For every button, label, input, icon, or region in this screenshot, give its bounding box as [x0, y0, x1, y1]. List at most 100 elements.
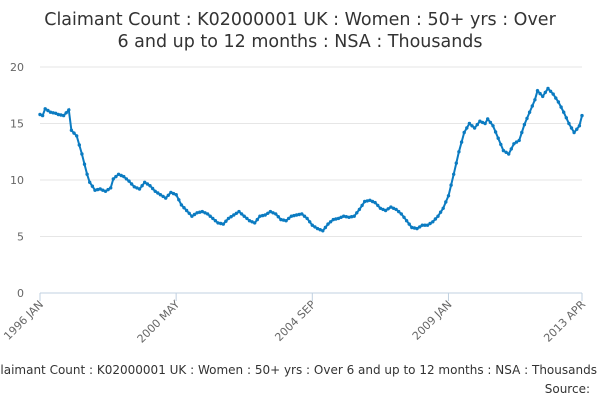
- data-point[interactable]: [507, 152, 511, 156]
- data-point[interactable]: [520, 130, 524, 135]
- data-point[interactable]: [478, 119, 482, 123]
- data-point[interactable]: [224, 219, 228, 223]
- data-point[interactable]: [297, 212, 301, 217]
- data-point[interactable]: [475, 122, 479, 127]
- data-point[interactable]: [465, 126, 469, 130]
- data-point[interactable]: [420, 223, 424, 227]
- data-point[interactable]: [580, 113, 584, 118]
- data-point[interactable]: [370, 199, 375, 204]
- data-point[interactable]: [488, 120, 493, 125]
- data-point[interactable]: [402, 215, 406, 219]
- data-point[interactable]: [192, 212, 197, 217]
- data-point[interactable]: [219, 221, 223, 226]
- data-point[interactable]: [436, 214, 440, 218]
- data-point[interactable]: [347, 215, 351, 219]
- data-point[interactable]: [294, 213, 299, 217]
- data-point[interactable]: [166, 193, 170, 197]
- data-point[interactable]: [428, 221, 432, 226]
- data-point[interactable]: [562, 110, 566, 114]
- data-point[interactable]: [376, 203, 380, 208]
- data-point[interactable]: [323, 225, 328, 230]
- data-point[interactable]: [171, 191, 176, 196]
- data-point[interactable]: [410, 225, 414, 230]
- data-point[interactable]: [363, 199, 367, 204]
- data-point[interactable]: [198, 210, 202, 214]
- data-point[interactable]: [229, 215, 233, 219]
- data-point[interactable]: [67, 108, 71, 112]
- data-point[interactable]: [184, 208, 189, 213]
- data-point[interactable]: [203, 211, 207, 215]
- data-point[interactable]: [331, 217, 335, 222]
- data-point[interactable]: [452, 172, 456, 176]
- data-point[interactable]: [444, 200, 448, 204]
- data-point[interactable]: [263, 213, 267, 217]
- data-point[interactable]: [98, 187, 102, 191]
- data-point[interactable]: [310, 223, 314, 227]
- data-point[interactable]: [344, 215, 348, 219]
- data-point[interactable]: [321, 229, 325, 233]
- data-point[interactable]: [493, 130, 498, 134]
- data-point[interactable]: [404, 219, 409, 223]
- data-point[interactable]: [69, 128, 74, 132]
- data-point[interactable]: [132, 185, 136, 189]
- data-point[interactable]: [46, 108, 50, 113]
- data-point[interactable]: [232, 213, 236, 217]
- data-point[interactable]: [284, 219, 288, 223]
- data-point[interactable]: [169, 190, 173, 195]
- data-point[interactable]: [161, 194, 165, 199]
- data-point[interactable]: [454, 161, 458, 165]
- data-point[interactable]: [258, 214, 262, 218]
- data-point[interactable]: [221, 222, 225, 226]
- data-point[interactable]: [95, 187, 100, 192]
- data-point[interactable]: [517, 138, 521, 143]
- data-point[interactable]: [575, 127, 579, 131]
- data-point[interactable]: [386, 207, 390, 211]
- data-point[interactable]: [313, 225, 317, 229]
- data-point[interactable]: [177, 198, 181, 202]
- data-point[interactable]: [200, 209, 204, 214]
- data-point[interactable]: [349, 215, 354, 219]
- data-point[interactable]: [213, 219, 218, 223]
- data-point[interactable]: [289, 214, 294, 218]
- data-point[interactable]: [431, 220, 435, 224]
- data-point[interactable]: [383, 208, 388, 213]
- data-point[interactable]: [533, 98, 537, 102]
- data-point[interactable]: [205, 212, 210, 216]
- data-point[interactable]: [365, 199, 369, 203]
- data-point[interactable]: [164, 196, 168, 200]
- data-point[interactable]: [572, 130, 576, 135]
- data-point[interactable]: [48, 110, 53, 114]
- data-point[interactable]: [195, 211, 199, 215]
- data-point[interactable]: [415, 226, 419, 231]
- data-point[interactable]: [90, 184, 95, 188]
- data-point[interactable]: [378, 206, 383, 210]
- data-point[interactable]: [548, 89, 553, 94]
- data-point[interactable]: [397, 209, 401, 214]
- data-point[interactable]: [179, 203, 184, 207]
- data-point[interactable]: [449, 183, 453, 187]
- data-point[interactable]: [491, 124, 495, 128]
- data-point[interactable]: [216, 221, 220, 225]
- data-point[interactable]: [292, 213, 296, 218]
- data-point[interactable]: [56, 112, 60, 117]
- data-point[interactable]: [239, 212, 244, 216]
- data-point[interactable]: [145, 182, 150, 186]
- data-point[interactable]: [546, 86, 550, 91]
- data-point[interactable]: [480, 120, 485, 125]
- data-point[interactable]: [342, 214, 346, 218]
- data-point[interactable]: [116, 172, 121, 176]
- data-point[interactable]: [150, 186, 155, 191]
- data-point[interactable]: [328, 220, 333, 224]
- data-point[interactable]: [255, 217, 259, 222]
- data-point[interactable]: [129, 182, 134, 186]
- data-point[interactable]: [85, 172, 89, 176]
- data-point[interactable]: [40, 113, 45, 118]
- data-point[interactable]: [541, 94, 545, 99]
- data-point[interactable]: [512, 142, 516, 146]
- data-point[interactable]: [446, 194, 451, 198]
- data-point[interactable]: [153, 189, 157, 193]
- data-point[interactable]: [38, 112, 42, 117]
- data-point[interactable]: [122, 174, 126, 179]
- data-point[interactable]: [43, 107, 47, 111]
- data-point[interactable]: [496, 136, 500, 140]
